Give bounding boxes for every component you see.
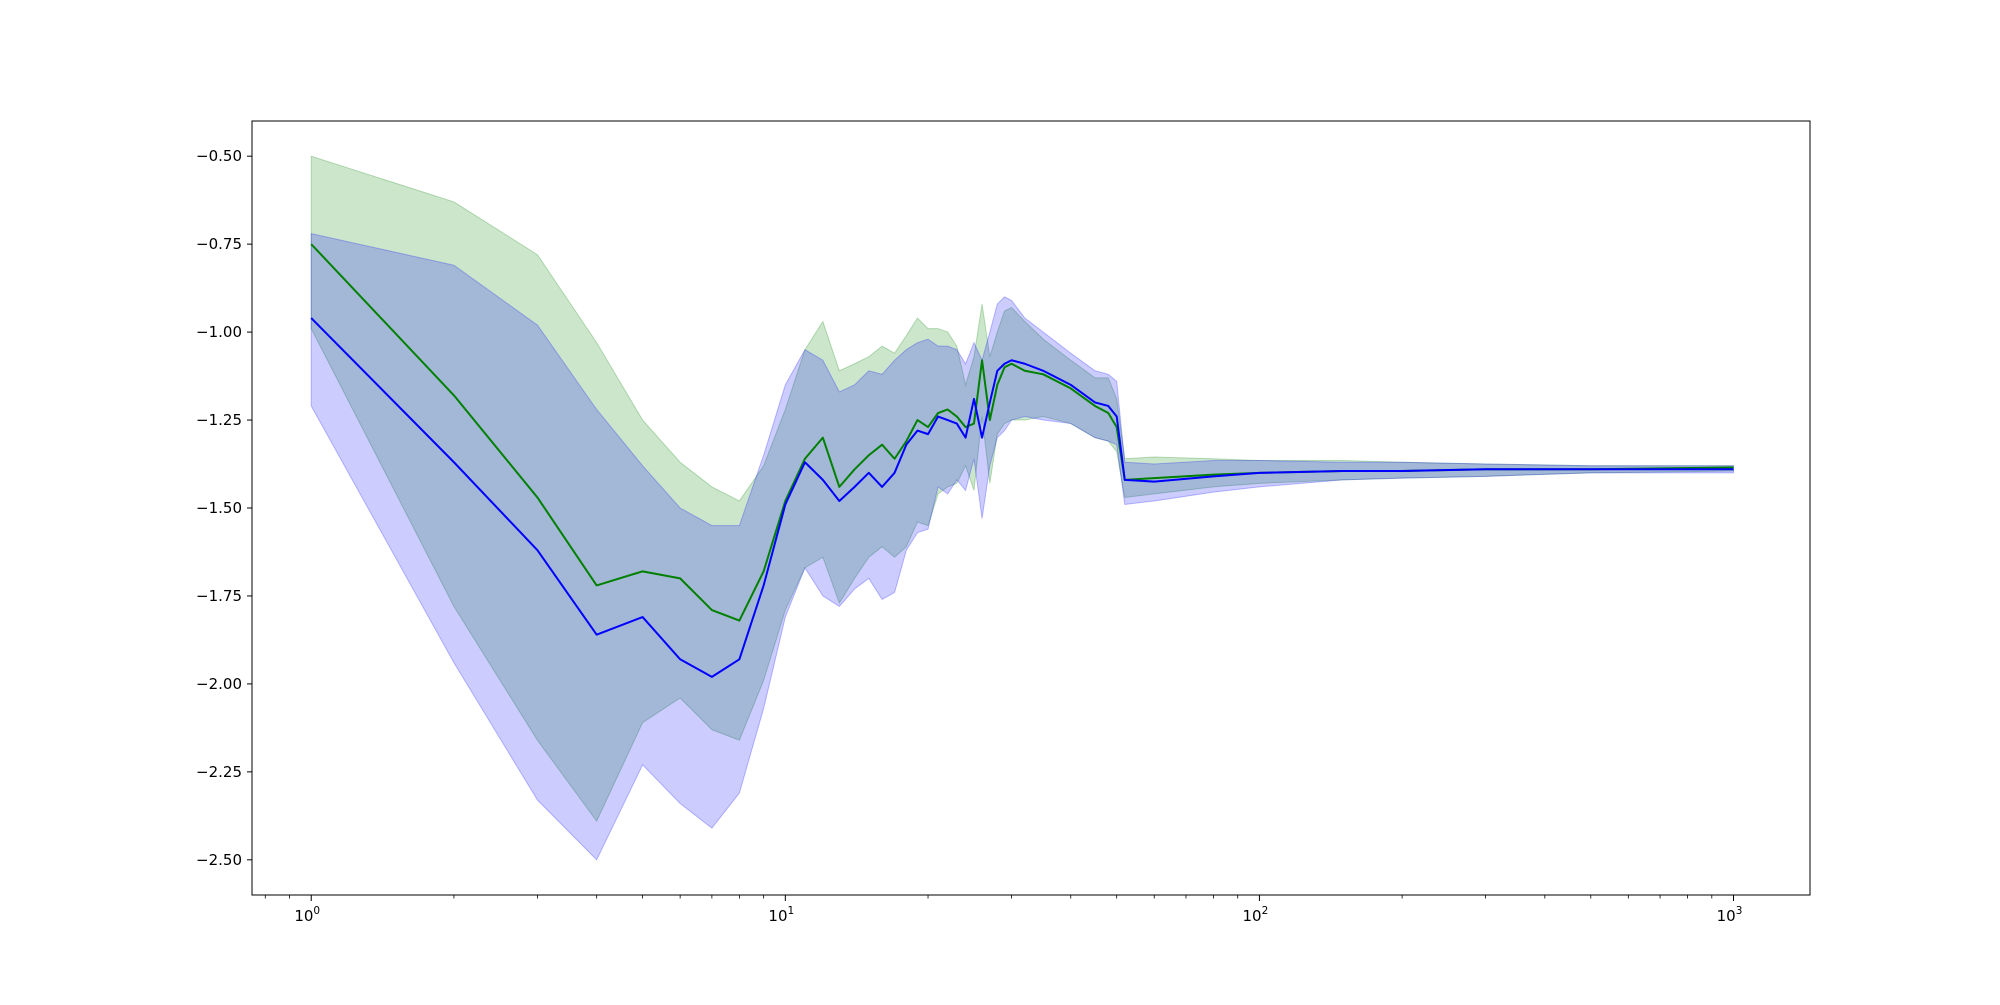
x-tick-exponent: 0 bbox=[313, 905, 320, 917]
y-tick-label: −1.25 bbox=[196, 411, 242, 429]
series-1-line bbox=[310, 243, 1734, 622]
y-tick-label: −0.75 bbox=[196, 235, 242, 253]
y-tick-label: −2.00 bbox=[196, 675, 242, 693]
series-1-band bbox=[310, 155, 1734, 823]
y-tick-label: −0.50 bbox=[196, 147, 242, 165]
y-tick-label: −2.25 bbox=[196, 763, 242, 781]
confidence-bands bbox=[310, 155, 1734, 861]
y-tick-label: −1.75 bbox=[196, 587, 242, 605]
y-tick-label: −2.50 bbox=[196, 851, 242, 869]
x-tick-exponent: 1 bbox=[788, 905, 795, 917]
y-axis: −0.50 −0.75 −1.00 −1.25 −1.50 −1.75 −2.00 −2.25… bbox=[196, 147, 252, 869]
y-tick-label: −1.50 bbox=[196, 499, 242, 517]
series-2-band bbox=[310, 232, 1734, 861]
x-tick-exponent: 3 bbox=[1736, 905, 1743, 917]
series-2-line bbox=[310, 317, 1734, 678]
y-tick-label: −1.00 bbox=[196, 323, 242, 341]
series-lines bbox=[310, 243, 1734, 678]
x-tick-exponent: 2 bbox=[1262, 905, 1269, 917]
